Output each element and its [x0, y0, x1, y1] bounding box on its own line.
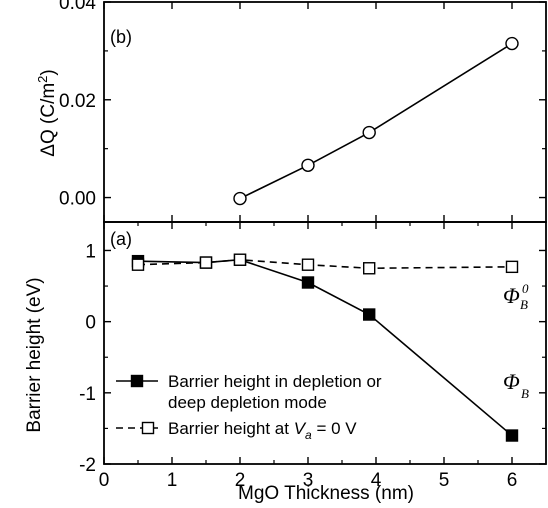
data-point-b — [505, 36, 519, 51]
x-tick-label: 0 — [99, 470, 110, 491]
legend-label-depletion-line2: deep depletion mode — [168, 393, 327, 412]
data-point-b — [233, 191, 247, 206]
data-point-a-0 — [363, 308, 376, 321]
legend-marker-depletion — [130, 374, 144, 388]
y-tick-label-b: 0.00 — [59, 189, 96, 210]
series-line-a-1 — [137, 258, 513, 270]
y-tick-label-a: -1 — [79, 384, 96, 405]
annotation-phi-b0: Φ 0 B — [503, 281, 529, 312]
plot-frame-a — [103, 221, 547, 465]
legend: Barrier height in depletion or deep depl… — [116, 372, 382, 442]
legend-label-depletion-line1: Barrier height in depletion or — [168, 372, 382, 391]
panel-label-a: (a) — [110, 229, 132, 249]
data-point-a-0 — [505, 429, 519, 442]
data-point-b — [301, 158, 315, 172]
x-tick-label: 5 — [439, 470, 450, 491]
x-tick-label: 4 — [371, 470, 382, 491]
data-point-a-1 — [199, 256, 213, 269]
series-line-b-0 — [239, 42, 513, 200]
data-point-a-1 — [505, 260, 519, 274]
x-tick-label: 6 — [507, 470, 518, 491]
y-axis-label-a: Barrier height (eV) — [24, 277, 45, 432]
panel-label-b: (b) — [110, 27, 132, 47]
data-point-a-1 — [363, 262, 376, 275]
y-tick-label-a: 0 — [85, 313, 96, 334]
data-point-a-0 — [301, 276, 315, 289]
legend-marker-zero-bias — [141, 421, 155, 435]
x-tick-label: 2 — [235, 470, 246, 491]
y-tick-label-b: 0.02 — [59, 91, 96, 112]
x-tick-label: 1 — [167, 470, 178, 491]
y-tick-label-a: 1 — [85, 241, 96, 262]
x-axis-label: MgO Thickness (nm) — [238, 483, 414, 504]
y-tick-label-b: 0.04 — [59, 0, 96, 14]
data-point-a-1 — [233, 253, 247, 266]
x-tick-label: 3 — [303, 470, 314, 491]
data-point-a-1 — [131, 258, 145, 271]
annotation-phi-b: Φ B — [503, 369, 529, 401]
plot-frame-b — [103, 1, 547, 223]
phi-b0-symbol: Φ — [503, 283, 520, 308]
phi-b0-superscript: 0 — [522, 281, 529, 296]
y-tick-label-a: -2 — [79, 455, 96, 476]
legend-label-zero-bias: Barrier height at Va = 0 V — [168, 419, 357, 442]
data-point-b — [362, 125, 376, 140]
data-point-a-1 — [301, 258, 315, 271]
phi-b0-subscript: B — [520, 297, 528, 312]
phi-b-subscript: B — [521, 386, 529, 401]
phi-b-symbol: Φ — [503, 369, 520, 394]
y-axis-label-b: ΔQ (C/m2) — [35, 69, 59, 156]
series-line-a-0 — [137, 258, 513, 437]
